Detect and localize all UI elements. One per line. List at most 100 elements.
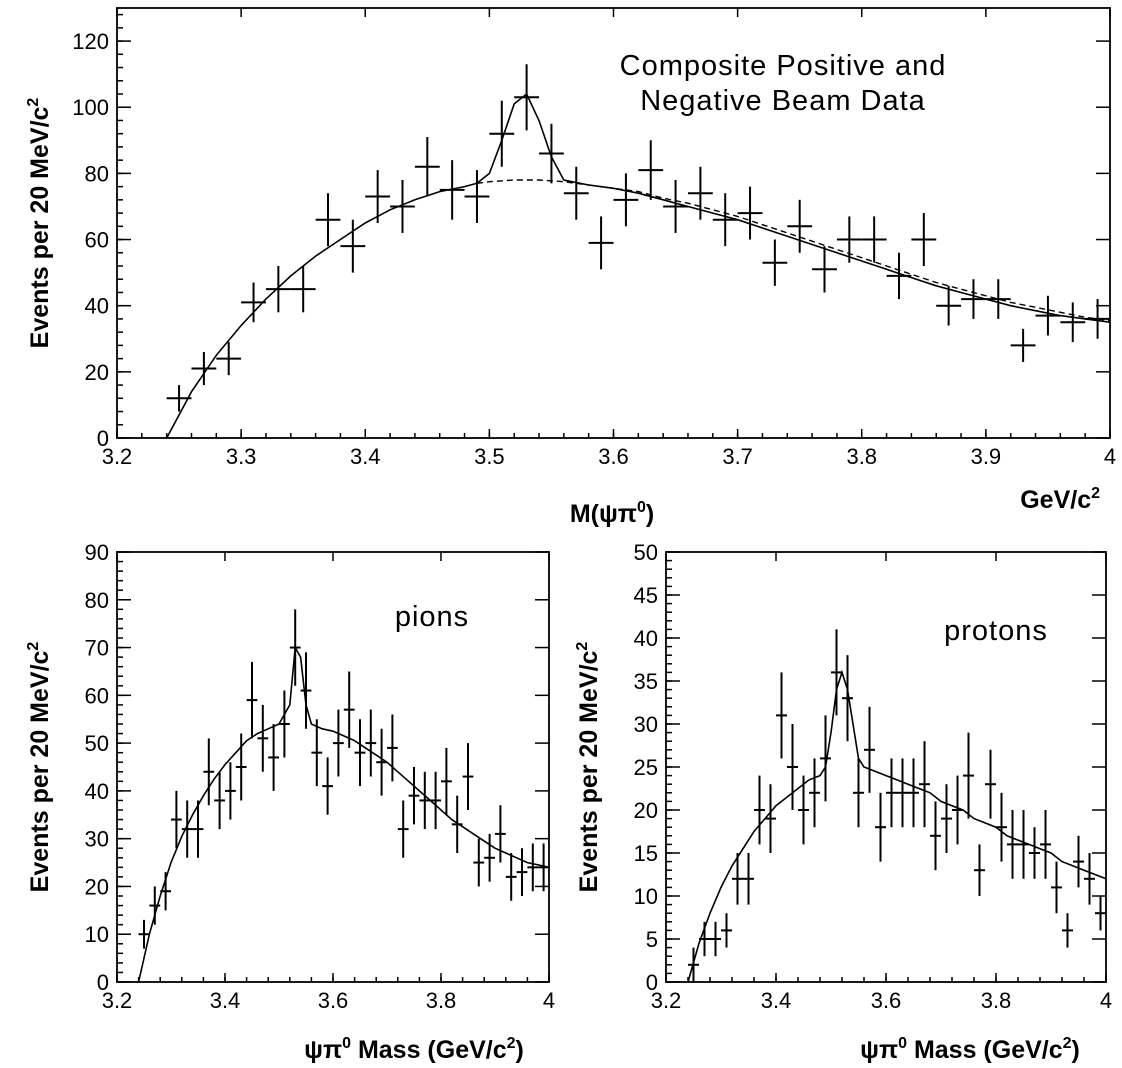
protons-y-tick-label: 15 bbox=[634, 841, 658, 866]
protons-data-point bbox=[776, 672, 787, 759]
protons-data-point bbox=[842, 655, 853, 742]
composite-y-axis-title: Events per 20 MeV/c2 bbox=[25, 98, 54, 349]
composite-data-point bbox=[563, 166, 589, 220]
protons-data-point bbox=[919, 741, 930, 828]
protons-data-point bbox=[820, 715, 831, 802]
composite-x-tick-label: 3.4 bbox=[350, 444, 381, 469]
pions-data-point bbox=[387, 714, 398, 782]
protons-data-point bbox=[1007, 810, 1018, 879]
pions-data-point bbox=[462, 743, 474, 810]
composite-x-tick-label: 4 bbox=[1104, 444, 1116, 469]
protons-y-tick-label: 10 bbox=[634, 884, 658, 909]
protons-data-point bbox=[1029, 827, 1040, 879]
pions-data-point bbox=[430, 771, 441, 830]
pions-data-point bbox=[311, 719, 323, 787]
composite-data-point bbox=[290, 266, 316, 313]
composite-data-point bbox=[216, 342, 242, 376]
protons-data-point bbox=[1084, 853, 1095, 905]
protons-x-tick-label: 3.2 bbox=[651, 988, 682, 1013]
pions-data-point bbox=[516, 848, 528, 896]
pions-data-point bbox=[495, 805, 506, 863]
protons-data-point bbox=[1073, 835, 1084, 888]
protons-data-point bbox=[721, 913, 732, 948]
protons-y-tick-label: 20 bbox=[634, 798, 658, 823]
composite-data-point bbox=[936, 285, 962, 326]
pions-data-point bbox=[484, 833, 495, 882]
pions-data-point bbox=[473, 838, 485, 887]
protons-data-point bbox=[1062, 913, 1073, 948]
composite-x-tick-label: 3.2 bbox=[102, 444, 133, 469]
pions-data-point bbox=[138, 919, 150, 949]
protons-y-tick-label: 50 bbox=[634, 540, 658, 565]
pions-x-tick-label: 3.8 bbox=[426, 988, 457, 1013]
composite-data-point bbox=[712, 193, 738, 247]
pions-data-point bbox=[333, 709, 344, 777]
composite-x-tick-label: 3.6 bbox=[598, 444, 629, 469]
pions-data-point bbox=[149, 886, 161, 925]
composite-data-point bbox=[812, 246, 837, 293]
composite-x-tick-label: 3.3 bbox=[226, 444, 257, 469]
composite-x-tick-label: 3.5 bbox=[474, 444, 505, 469]
protons-y-tick-label: 5 bbox=[646, 927, 658, 952]
composite-background-curve bbox=[476, 179, 1111, 322]
pions-data-point bbox=[397, 800, 409, 858]
protons-data-point bbox=[688, 947, 699, 982]
pions-data-point bbox=[246, 661, 258, 739]
composite-panel: 3.2 3.3 3.4 3.5 3.6 3.7 3.8 3.9 4020406080100120… bbox=[25, 7, 1116, 528]
composite-x-tick-label: 3.8 bbox=[846, 444, 877, 469]
protons-x-tick-label: 3.4 bbox=[761, 988, 792, 1013]
composite-data-point bbox=[539, 123, 564, 184]
pions-data-point bbox=[203, 738, 215, 806]
protons-y-tick-label: 40 bbox=[634, 626, 658, 651]
pions-y-axis-title: Events per 20 MeV/c2 bbox=[25, 642, 54, 893]
composite-y-tick-label: 80 bbox=[85, 161, 109, 186]
pions-data-point bbox=[289, 609, 301, 686]
pions-data-point bbox=[279, 690, 290, 758]
composite-marks bbox=[165, 64, 1111, 439]
composite-data-point bbox=[340, 219, 366, 273]
protons-data-point bbox=[908, 758, 919, 828]
protons-data-point bbox=[754, 775, 765, 845]
composite-data-point bbox=[265, 266, 291, 313]
composite-data-point bbox=[1035, 295, 1061, 336]
pions-data-point bbox=[181, 800, 193, 858]
pions-data-point bbox=[214, 771, 225, 830]
protons-data-point bbox=[798, 775, 809, 845]
protons-data-point bbox=[732, 853, 743, 905]
protons-data-point bbox=[699, 921, 710, 957]
pions-y-tick-label: 10 bbox=[85, 922, 109, 947]
composite-x-axis-unit: GeV/c2 bbox=[1020, 485, 1100, 514]
composite-data-point bbox=[861, 216, 887, 263]
composite-data-point bbox=[886, 252, 912, 300]
pions-plot-frame bbox=[116, 551, 550, 983]
protons-y-axis-title: Events per 20 MeV/c2 bbox=[574, 642, 603, 893]
composite-data-point bbox=[762, 239, 788, 286]
composite-y-tick-label: 60 bbox=[85, 228, 109, 253]
protons-x-tick-label: 4 bbox=[1100, 988, 1112, 1013]
pions-data-point bbox=[441, 747, 452, 815]
pions-data-point bbox=[257, 704, 269, 772]
composite-data-point bbox=[191, 352, 217, 386]
pions-data-point bbox=[354, 719, 366, 787]
composite-data-point bbox=[166, 385, 192, 412]
pions-y-tick-label: 50 bbox=[85, 731, 109, 756]
pions-data-point bbox=[235, 733, 247, 801]
pions-data-point bbox=[300, 652, 312, 729]
protons-y-tick-label: 25 bbox=[634, 755, 658, 780]
pions-x-axis-title: ψπ0 Mass (GeV/c2) bbox=[304, 1035, 524, 1064]
protons-data-point bbox=[809, 758, 820, 828]
pions-data-point bbox=[451, 795, 463, 853]
composite-x-tick-label: 3.7 bbox=[722, 444, 753, 469]
composite-y-tick-label: 40 bbox=[85, 294, 109, 319]
protons-marks bbox=[687, 629, 1107, 983]
protons-fit-curve bbox=[687, 669, 1107, 983]
composite-data-point bbox=[663, 180, 688, 233]
composite-data-point bbox=[911, 213, 937, 266]
protons-annotation: protons bbox=[944, 615, 1048, 647]
composite-x-tick-label: 3.9 bbox=[971, 444, 1002, 469]
composite-annotation-line-1: Composite Positive and bbox=[620, 50, 947, 82]
composite-data-point bbox=[638, 140, 664, 200]
pions-data-point bbox=[268, 724, 279, 791]
